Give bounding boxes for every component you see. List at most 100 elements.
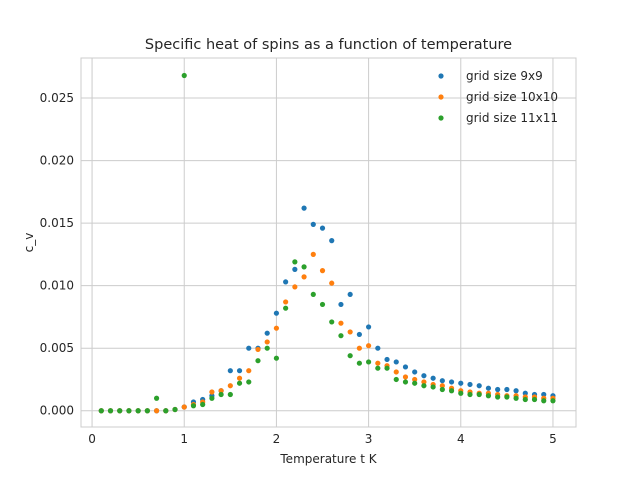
data-point	[393, 369, 399, 375]
data-point	[172, 406, 178, 413]
x-tick-label: 3	[365, 432, 373, 446]
data-point	[163, 408, 169, 414]
y-tick-label: 0.015	[40, 216, 74, 230]
y-axis-ticks: 0.000 0.005 0.010 0.015 0.020 0.025	[40, 91, 74, 418]
data-point	[513, 395, 519, 401]
data-point	[227, 368, 233, 374]
data-point	[246, 368, 252, 374]
data-point	[319, 301, 326, 308]
data-point	[153, 395, 160, 401]
data-point	[283, 305, 289, 311]
data-point	[439, 386, 445, 393]
data-point	[107, 408, 114, 414]
data-point	[329, 238, 335, 244]
data-point	[236, 380, 243, 386]
data-point	[412, 369, 418, 375]
x-axis-label: Temperature t K	[279, 452, 377, 466]
data-point	[273, 325, 280, 331]
series-3	[98, 72, 556, 414]
data-point	[356, 360, 362, 366]
data-point	[402, 374, 409, 380]
y-tick-label: 0.010	[40, 279, 74, 293]
data-point	[292, 266, 298, 272]
data-point	[301, 205, 307, 211]
data-point	[190, 403, 197, 409]
data-point	[283, 299, 289, 305]
data-point	[209, 389, 215, 395]
data-point	[301, 264, 307, 270]
data-point	[329, 319, 335, 325]
data-point	[329, 280, 335, 286]
data-point	[135, 408, 141, 414]
data-point	[504, 394, 510, 400]
data-point	[338, 333, 344, 339]
data-point	[144, 408, 150, 414]
data-point	[430, 375, 436, 381]
data-point	[522, 396, 528, 403]
data-point	[98, 408, 104, 414]
data-point	[236, 375, 243, 381]
data-point	[412, 376, 418, 383]
data-point	[421, 373, 427, 379]
data-point	[495, 394, 501, 400]
data-point	[439, 378, 445, 384]
chart-title: Specific heat of spins as a function of …	[145, 37, 512, 53]
legend-label: grid size 11x11	[466, 111, 558, 125]
data-point	[448, 379, 455, 385]
data-point	[126, 408, 132, 414]
data-point	[209, 395, 215, 401]
grid	[81, 58, 576, 427]
data-point	[255, 346, 261, 353]
data-point	[393, 359, 399, 365]
y-tick-label: 0.020	[40, 154, 74, 168]
data-point	[292, 284, 298, 290]
data-point	[264, 339, 270, 345]
data-point	[273, 355, 280, 361]
legend-label: grid size 10x10	[466, 90, 558, 104]
data-point	[365, 343, 372, 349]
data-point	[218, 388, 224, 394]
data-point	[522, 390, 528, 396]
data-point	[430, 384, 436, 390]
data-point	[393, 376, 399, 383]
data-point	[476, 391, 482, 398]
data-point	[310, 221, 316, 227]
data-point	[476, 383, 482, 389]
data-point	[531, 396, 538, 403]
data-point	[421, 379, 427, 385]
data-point	[448, 388, 455, 394]
x-axis-ticks: 0 1 2 3 4 5	[88, 432, 557, 446]
data-point	[218, 391, 224, 398]
data-point	[504, 386, 510, 393]
data-point	[338, 320, 344, 326]
data-point	[550, 398, 556, 404]
data-point	[467, 391, 473, 398]
data-point	[227, 391, 233, 398]
data-point	[458, 390, 464, 396]
data-point	[375, 360, 381, 366]
data-point	[319, 225, 326, 231]
data-point	[292, 259, 298, 265]
data-point	[458, 380, 464, 386]
x-tick-label: 2	[273, 432, 281, 446]
data-point	[513, 388, 519, 394]
plot-area	[81, 58, 576, 427]
data-point	[319, 268, 326, 274]
data-point	[181, 72, 187, 79]
x-tick-label: 1	[180, 432, 188, 446]
plot-frame	[80, 57, 577, 428]
data-point	[310, 291, 316, 298]
data-point	[365, 359, 372, 365]
data-point	[365, 324, 372, 330]
x-tick-label: 4	[457, 432, 465, 446]
data-point	[485, 393, 492, 399]
data-point	[264, 330, 270, 336]
data-point	[283, 279, 289, 285]
legend-label: grid size 9x9	[466, 69, 543, 83]
data-point	[347, 353, 353, 359]
data-point	[375, 345, 381, 351]
data-point	[301, 274, 307, 280]
data-point	[200, 401, 206, 408]
legend-marker	[438, 115, 444, 121]
